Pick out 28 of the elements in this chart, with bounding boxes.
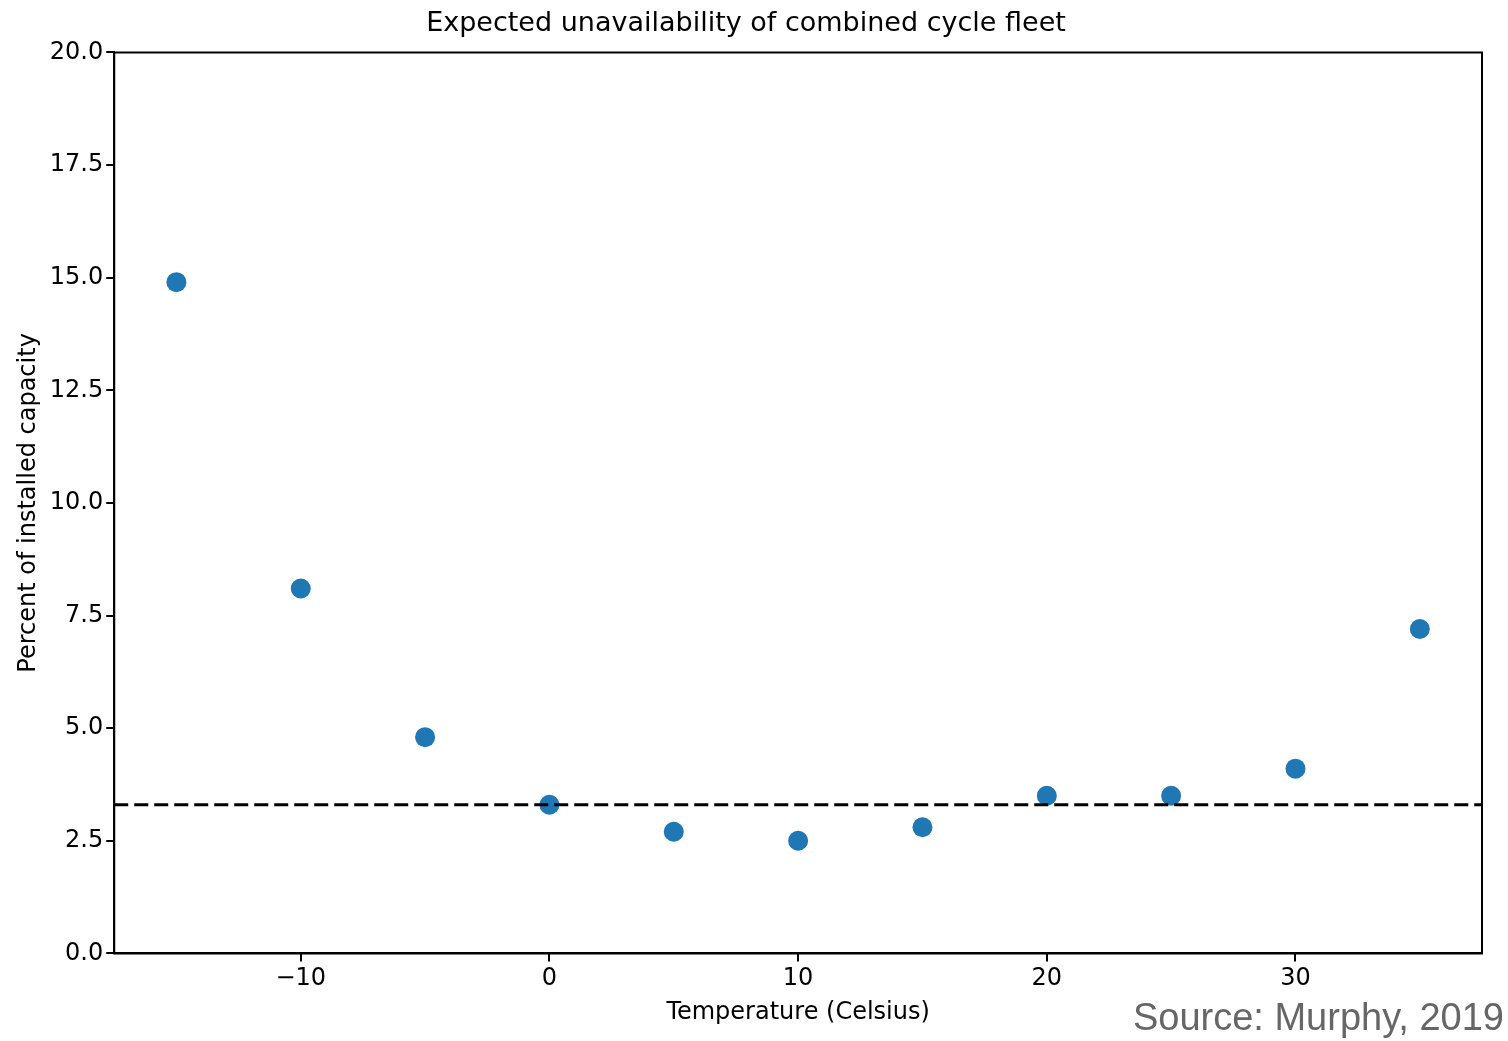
x-axis-title: Temperature (Celsius) <box>665 996 930 1025</box>
point <box>663 821 684 842</box>
y-tick-label: 0.0 <box>65 937 104 966</box>
x-tick-label: 10 <box>782 963 814 992</box>
x-tick-label: 0 <box>541 963 558 992</box>
point <box>788 830 809 851</box>
point <box>1285 758 1306 779</box>
y-tick-label: 5.0 <box>65 712 104 741</box>
point <box>912 817 933 838</box>
x-tick-label: −10 <box>275 963 327 992</box>
point <box>415 727 436 748</box>
y-tick-label: 20.0 <box>49 36 104 65</box>
y-tick-label: 10.0 <box>49 487 104 516</box>
source-note: Source: Murphy, 2019 <box>1132 996 1504 1039</box>
y-tick-label: 12.5 <box>49 374 104 403</box>
x-tick-label: 20 <box>1031 963 1063 992</box>
y-tick-label: 17.5 <box>49 149 104 178</box>
point <box>1409 619 1430 640</box>
chart-title: Expected unavailability of combined cycle fleet <box>426 6 1066 38</box>
y-axis-title: Percent of installed capacity <box>12 333 41 673</box>
point <box>1161 785 1182 806</box>
point <box>290 578 311 599</box>
y-tick-label: 7.5 <box>65 599 104 628</box>
y-tick-label: 15.0 <box>49 261 104 290</box>
point <box>166 272 187 293</box>
point <box>1036 785 1057 806</box>
x-tick-label: 30 <box>1280 963 1311 992</box>
y-tick-label: 2.5 <box>65 825 104 854</box>
